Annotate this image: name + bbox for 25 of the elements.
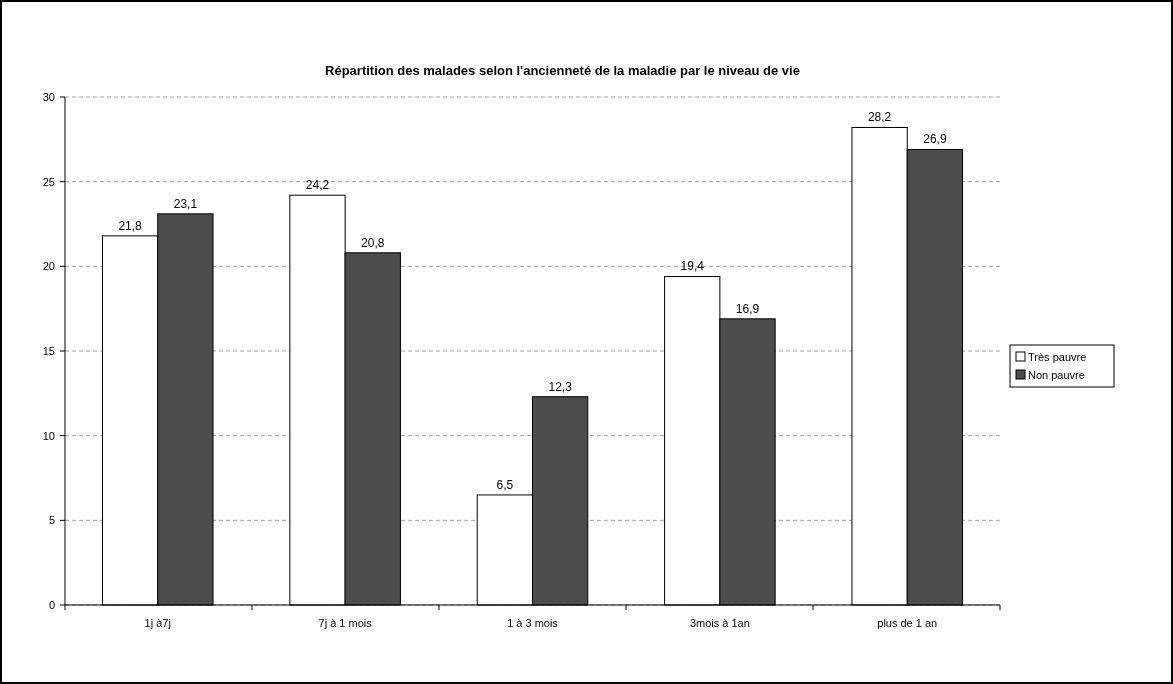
data-label: 24,2	[305, 178, 330, 193]
x-tick-label: plus de 1 an	[877, 617, 938, 629]
data-label: 21,8	[118, 218, 143, 233]
data-label: 12,3	[548, 379, 573, 394]
data-label: 16,9	[735, 301, 760, 316]
data-label: 19,4	[680, 259, 705, 274]
y-tick-label: 10	[42, 429, 55, 442]
x-tick-label: 7j à 1 mois	[318, 617, 373, 629]
data-label: 6,5	[496, 477, 514, 492]
y-tick-label: 0	[48, 599, 55, 611]
y-tick-label: 15	[42, 345, 55, 357]
x-tick-label: 3mois à 1an	[689, 617, 750, 629]
y-tick-label: 5	[48, 514, 55, 527]
x-tick-label: 1j à7j	[144, 617, 171, 629]
chart-title: Répartition des malades selon l'ancienneté de la maladie par le niveau de vie	[325, 63, 800, 78]
legend-label: Non pauvre	[1028, 369, 1085, 381]
data-label: 28,2	[867, 110, 892, 125]
x-tick-label: 1 à 3 mois	[507, 617, 559, 629]
data-label: 26,9	[923, 132, 947, 147]
data-label: 20,8	[361, 235, 385, 250]
data-label: 23,1	[173, 196, 198, 211]
y-tick-label: 20	[42, 260, 55, 273]
legend-label: Très pauvre	[1028, 351, 1087, 363]
y-tick-label: 30	[42, 91, 55, 103]
y-tick-label: 25	[42, 175, 55, 188]
